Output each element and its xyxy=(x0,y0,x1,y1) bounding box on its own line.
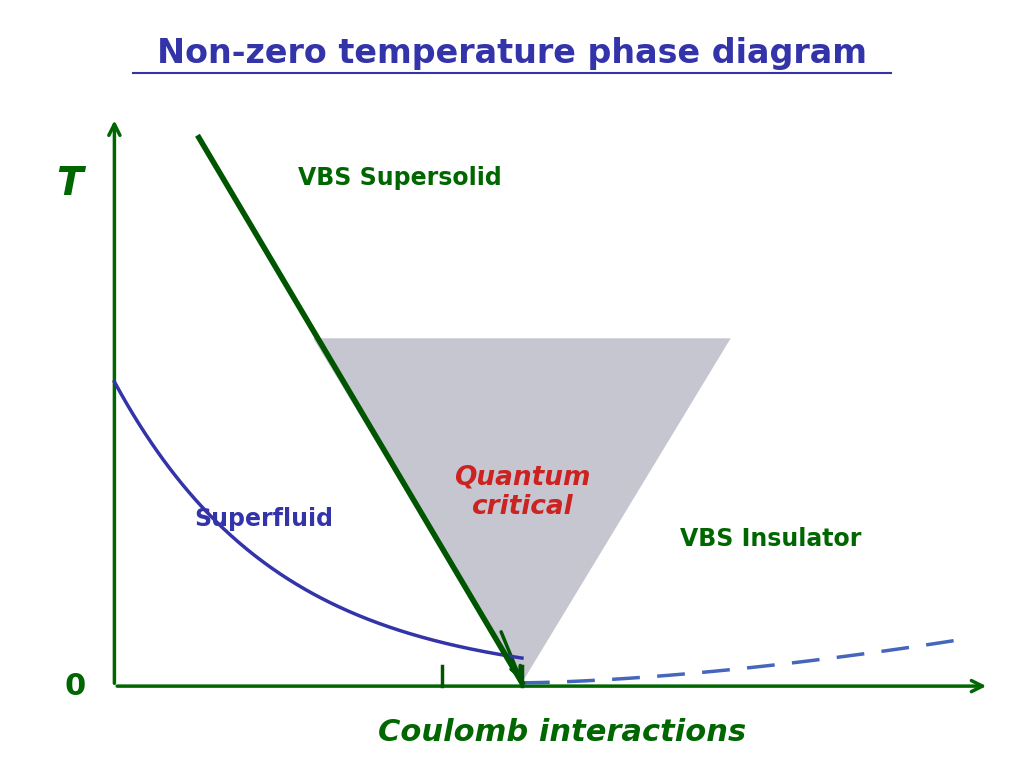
Text: Non-zero temperature phase diagram: Non-zero temperature phase diagram xyxy=(157,38,867,70)
Text: VBS Supersolid: VBS Supersolid xyxy=(298,166,502,190)
Text: T: T xyxy=(56,165,83,204)
Text: Quantum
critical: Quantum critical xyxy=(454,464,590,520)
Text: VBS Insulator: VBS Insulator xyxy=(680,527,861,551)
Polygon shape xyxy=(313,338,731,683)
Text: 0: 0 xyxy=(65,671,85,700)
Text: Superfluid: Superfluid xyxy=(194,507,333,531)
Text: Coulomb interactions: Coulomb interactions xyxy=(378,718,745,747)
